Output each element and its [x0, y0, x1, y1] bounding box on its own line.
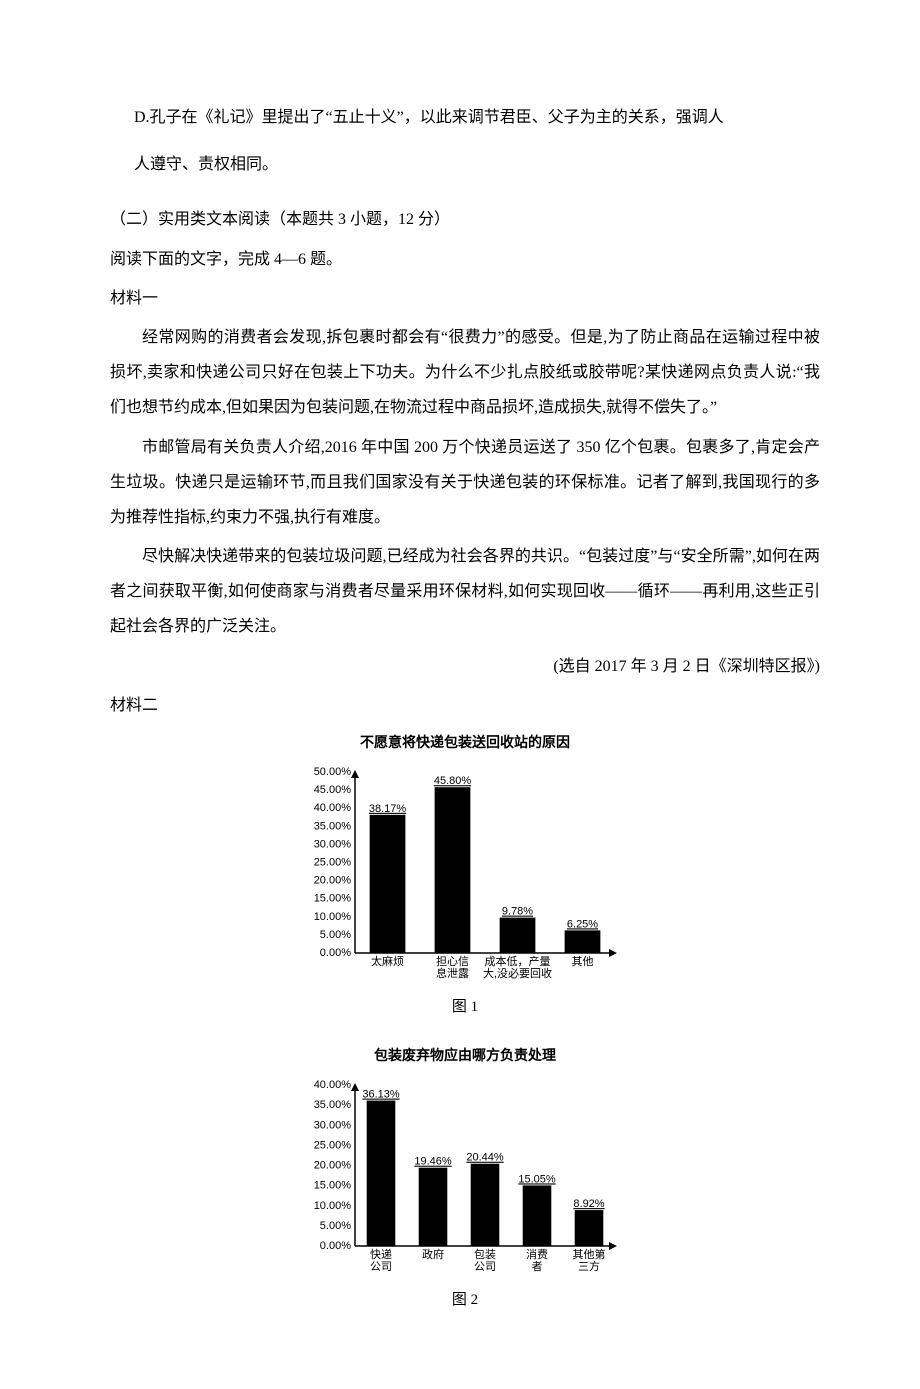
chart-1-title: 不愿意将快递包装送回收站的原因 [305, 727, 625, 758]
svg-text:35.00%: 35.00% [314, 1099, 352, 1111]
option-d-line1: D.孔子在《礼记》里提出了“五止十义”，以此来调节君臣、父子为主的关系，强调人 [134, 100, 820, 135]
chart-bar [370, 815, 406, 953]
svg-text:40.00%: 40.00% [314, 1079, 352, 1091]
reading-instruction: 阅读下面的文字，完成 4—6 题。 [110, 242, 820, 277]
material-1-label: 材料一 [110, 281, 820, 316]
svg-text:19.46%: 19.46% [414, 1155, 452, 1167]
svg-text:息泄露: 息泄露 [436, 966, 469, 980]
svg-text:5.00%: 5.00% [320, 1219, 351, 1231]
svg-text:政府: 政府 [422, 1247, 444, 1261]
svg-text:三方: 三方 [578, 1259, 600, 1273]
chart-bar [419, 1167, 448, 1245]
svg-text:其他: 其他 [572, 955, 594, 968]
material-1-source: (选自 2017 年 3 月 2 日《深圳特区报》) [110, 649, 820, 684]
chart-1-caption: 图 1 [305, 991, 625, 1024]
chart-2-svg: 0.00% 5.00% 10.00% 15.00% 20.00% 25.00% 30.00%… [305, 1075, 625, 1280]
svg-text:太麻烦: 太麻烦 [371, 954, 404, 968]
svg-text:担心信: 担心信 [436, 954, 469, 968]
chart-1-svg: 0.00% 5.00% 10.00% 15.00% 20.00% 25.00% 30.00%… [305, 762, 625, 987]
svg-text:9.78%: 9.78% [502, 905, 533, 917]
material-1-paragraph-1: 经常网购的消费者会发现,拆包裹时都会有“很费力”的感受。但是,为了防止商品在运输… [110, 320, 820, 426]
svg-text:10.00%: 10.00% [314, 1199, 352, 1211]
svg-text:30.00%: 30.00% [314, 838, 352, 850]
svg-text:15.05%: 15.05% [518, 1173, 556, 1185]
svg-text:50.00%: 50.00% [314, 766, 352, 778]
svg-text:25.00%: 25.00% [314, 1139, 352, 1151]
option-d-line2: 人遵守、责权相同。 [110, 147, 820, 182]
chart-bar [367, 1100, 396, 1245]
svg-text:消费: 消费 [526, 1247, 548, 1261]
chart-2-block: 包装废弃物应由哪方负责处理 0.00% 5.00% 10.00% 15.00% 20.0… [110, 1040, 820, 1329]
svg-text:8.92%: 8.92% [573, 1198, 604, 1210]
svg-text:25.00%: 25.00% [314, 856, 352, 868]
svg-text:6.25%: 6.25% [567, 918, 598, 930]
svg-text:20.00%: 20.00% [314, 874, 352, 886]
svg-text:0.00%: 0.00% [320, 947, 351, 959]
chart-2-caption: 图 2 [305, 1284, 625, 1317]
svg-text:20.00%: 20.00% [314, 1159, 352, 1171]
svg-text:45.00%: 45.00% [314, 784, 352, 796]
svg-text:36.13%: 36.13% [362, 1088, 400, 1100]
material-2-label: 材料二 [110, 688, 820, 723]
svg-text:15.00%: 15.00% [314, 892, 352, 904]
chart-bar [565, 930, 601, 953]
chart-bar [500, 917, 536, 952]
svg-text:公司: 公司 [474, 1261, 496, 1273]
svg-text:30.00%: 30.00% [314, 1119, 352, 1131]
svg-text:包装: 包装 [474, 1248, 496, 1261]
chart-bar [575, 1210, 604, 1246]
svg-text:5.00%: 5.00% [320, 929, 351, 941]
svg-text:快递: 快递 [370, 1247, 392, 1261]
svg-text:38.17%: 38.17% [369, 803, 407, 815]
svg-text:35.00%: 35.00% [314, 820, 352, 832]
chart-2-title: 包装废弃物应由哪方负责处理 [305, 1040, 625, 1071]
material-1-paragraph-2: 市邮管局有关负责人介绍,2016 年中国 200 万个快递员运送了 350 亿个… [110, 430, 820, 536]
svg-text:10.00%: 10.00% [314, 911, 352, 923]
svg-text:公司: 公司 [370, 1261, 392, 1273]
chart-bar [523, 1185, 552, 1246]
chart-1-block: 不愿意将快递包装送回收站的原因 0.00% 5.00% 10.00% 15.00% 20… [110, 727, 820, 1036]
svg-text:15.00%: 15.00% [314, 1179, 352, 1191]
svg-text:20.44%: 20.44% [466, 1151, 504, 1163]
svg-text:成本低，产量: 成本低，产量 [485, 954, 551, 968]
svg-text:40.00%: 40.00% [314, 802, 352, 814]
svg-text:大,没必要回收: 大,没必要回收 [483, 966, 552, 980]
svg-text:0.00%: 0.00% [320, 1240, 351, 1252]
svg-text:者: 者 [532, 1260, 543, 1273]
material-1-paragraph-3: 尽快解决快递带来的包装垃圾问题,已经成为社会各界的共识。“包装过度”与“安全所需… [110, 539, 820, 645]
chart-bar [471, 1163, 500, 1245]
svg-text:其他第: 其他第 [573, 1247, 606, 1261]
chart-bar [435, 787, 471, 953]
section-2-heading: （二）实用类文本阅读（本题共 3 小题，12 分） [110, 202, 820, 237]
option-d: D.孔子在《礼记》里提出了“五止十义”，以此来调节君臣、父子为主的关系，强调人 … [110, 100, 820, 182]
svg-text:45.80%: 45.80% [434, 775, 472, 787]
document-page: D.孔子在《礼记》里提出了“五止十义”，以此来调节君臣、父子为主的关系，强调人 … [0, 0, 920, 1389]
